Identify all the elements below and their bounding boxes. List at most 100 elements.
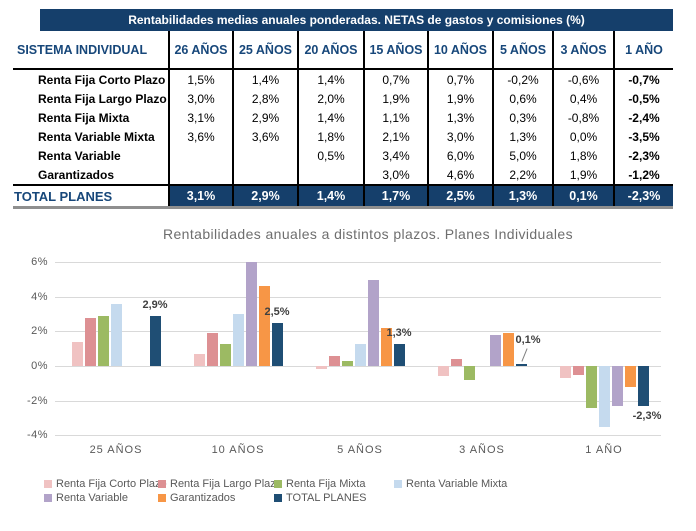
returns-table-grid: SISTEMA INDIVIDUAL 26 AÑOS 25 AÑOS 20 AÑOS 1…: [13, 31, 673, 209]
cell-value: 1,8%: [553, 146, 615, 165]
cell-value: -0,2%: [493, 69, 554, 89]
cell-value: 6,0%: [428, 146, 494, 165]
bar-renta-fija-largo-plazo: [572, 366, 584, 375]
bar-renta-fija-corto-plazo: [559, 366, 571, 379]
bar-garantizados: [380, 327, 392, 366]
bar-renta-fija-mixta: [341, 360, 353, 366]
bar-total-planes: [271, 322, 283, 366]
cell-value: 3,6%: [169, 127, 234, 146]
cell-value: 4,6%: [428, 165, 494, 186]
bar-garantizados: [258, 286, 270, 366]
bar-renta-variable-mixta: [110, 303, 122, 366]
cell-value: 0,7%: [364, 69, 429, 89]
cell-value: 2,2%: [493, 165, 554, 186]
legend-label: Renta Variable Mixta: [406, 478, 508, 490]
cell-value: -0,8%: [553, 108, 615, 127]
data-label: -2,3%: [632, 409, 662, 422]
legend-label: Renta Variable: [56, 492, 128, 504]
cell-value: 1,3%: [428, 108, 494, 127]
bar-renta-fija-corto-plazo: [437, 366, 449, 377]
cell-value: 3,0%: [428, 127, 494, 146]
gridline: [55, 366, 661, 367]
y-axis-tick: -2%: [26, 394, 48, 407]
table-header-3-años: 3 AÑOS: [553, 31, 615, 70]
cell-value: [233, 146, 299, 165]
legend-swatch-icon: [44, 494, 52, 502]
cell-value: 1,9%: [428, 89, 494, 108]
y-axis-tick: 0%: [31, 360, 48, 372]
cell-value: 2,8%: [233, 89, 299, 108]
legend-label: Renta Fija Mixta: [286, 478, 366, 490]
legend-label: Renta Fija Largo Plazo: [170, 478, 282, 490]
cell-value: 1,4%: [233, 69, 299, 89]
cell-value: [233, 165, 299, 186]
bar-renta-variable-mixta: [354, 343, 366, 366]
legend-item-renta-fija-corto-plazo: Renta Fija Corto Plazo: [44, 478, 167, 490]
legend-item-garantizados: Garantizados: [158, 492, 235, 504]
cell-value: 0,5%: [298, 146, 365, 165]
x-axis-label: 5 AÑOS: [337, 444, 383, 456]
table-row: Renta Fija Mixta 3,1% 2,9% 1,4% 1,1% 1,3% 0,3%…: [13, 108, 673, 127]
y-axis-tick: 2%: [31, 325, 48, 338]
gridline: [55, 400, 661, 402]
cell-value: 1,3%: [493, 127, 554, 146]
data-label: 1,3%: [386, 326, 412, 339]
row-label: Renta Fija Corto Plazo: [13, 69, 170, 89]
legend-swatch-icon: [44, 480, 52, 488]
cell-value: 1,8%: [298, 127, 365, 146]
cell-value: 0,7%: [428, 69, 494, 89]
cell-value: -0,7%: [628, 72, 660, 87]
cell-value: 2,1%: [364, 127, 429, 146]
legend-label: Garantizados: [170, 492, 236, 504]
cell-value: 0,3%: [493, 108, 554, 127]
bar-renta-variable: [489, 334, 501, 366]
bar-renta-fija-mixta: [97, 315, 109, 366]
cell-value: -0,5%: [628, 91, 660, 106]
legend-swatch-icon: [274, 494, 282, 502]
total-value: 3,1%: [169, 185, 234, 209]
cell-value: [298, 165, 365, 186]
cell-value: [169, 165, 234, 186]
cell-value: 3,4%: [364, 146, 429, 165]
x-axis-label: 1 AÑO: [585, 444, 623, 456]
legend-swatch-icon: [158, 480, 166, 488]
bar-total-planes: [515, 364, 527, 366]
cell-value: 0,6%: [493, 89, 554, 108]
total-value: 1,3%: [493, 185, 554, 209]
cell-value: -0,6%: [553, 69, 615, 89]
chart-title: Rentabilidades anuales a distintos plazo…: [162, 226, 574, 242]
y-axis-tick: 6%: [31, 256, 48, 269]
bar-garantizados: [502, 333, 514, 366]
x-axis-label: 3 AÑOS: [459, 444, 505, 456]
cell-value: 3,1%: [169, 108, 234, 127]
row-label: Renta Variable: [13, 146, 170, 165]
cell-value: 1,1%: [364, 108, 429, 127]
gridline: [55, 296, 661, 298]
bar-renta-fija-corto-plazo: [193, 353, 205, 366]
data-label: 2,5%: [264, 305, 290, 318]
cell-value: 1,4%: [298, 108, 365, 127]
leader-line: [521, 348, 528, 362]
bar-renta-variable-mixta: [232, 314, 244, 366]
bar-renta-variable: [245, 262, 257, 366]
total-label: TOTAL PLANES: [13, 185, 170, 209]
cell-value: -2,3%: [628, 148, 660, 163]
row-label: Renta Fija Mixta: [13, 108, 170, 127]
cell-value: -1,2%: [614, 165, 673, 186]
legend-item-renta-fija-mixta: Renta Fija Mixta: [274, 478, 365, 490]
table-row: Renta Variable Mixta 3,6% 3,6% 1,8% 2,1% 3,0%…: [13, 127, 673, 146]
table-row: Renta Variable 0,5% 3,4% 6,0% 5,0% 1,8% -2,3%: [13, 146, 673, 165]
bar-renta-fija-corto-plazo: [315, 366, 327, 370]
y-axis-tick: 4%: [31, 290, 48, 303]
total-value: 2,9%: [233, 185, 299, 209]
cell-value: 2,0%: [298, 89, 365, 108]
table-total-row: TOTAL PLANES 3,1% 2,9% 1,4% 1,7% 2,5% 1,3% 0,1%…: [13, 185, 673, 209]
cell-value: 0,4%: [553, 89, 615, 108]
bar-renta-fija-largo-plazo: [206, 333, 218, 366]
table-row: Renta Fija Largo Plazo 3,0% 2,8% 2,0% 1,9% 1,…: [13, 89, 673, 108]
cell-value: -2,4%: [628, 110, 660, 125]
bar-total-planes: [393, 343, 405, 366]
total-value: 1,4%: [298, 185, 365, 209]
returns-table: Rentabilidades medias anuales ponderadas…: [13, 9, 673, 209]
cell-value: 1,4%: [298, 69, 365, 89]
